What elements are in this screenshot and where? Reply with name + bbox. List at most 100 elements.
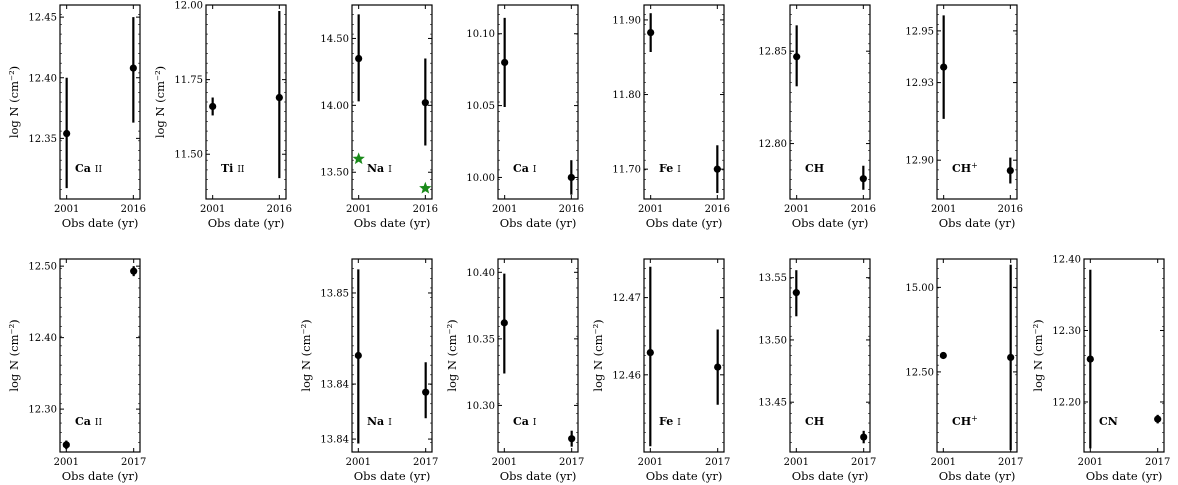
- x-axis-label: Obs date (yr): [1086, 469, 1163, 483]
- species-element: Ca: [513, 162, 529, 175]
- data-point: [130, 267, 138, 275]
- data-point: [500, 319, 508, 327]
- species-label: CH: [805, 162, 824, 175]
- y-tick-label: 11.75: [174, 75, 203, 86]
- y-tick-label: 12.80: [758, 139, 787, 150]
- species-ion: II: [95, 418, 103, 428]
- y-tick-label: 11.50: [174, 150, 203, 161]
- x-tick-label: 2001: [931, 204, 956, 215]
- y-tick-label: 11.70: [612, 165, 641, 176]
- x-tick-label: 2001: [346, 457, 371, 468]
- x-tick-label: 2001: [346, 204, 371, 215]
- y-tick-label: 13.50: [758, 335, 787, 346]
- data-point: [860, 433, 868, 441]
- data-point: [355, 54, 363, 63]
- x-tick-label: 2001: [492, 457, 517, 468]
- x-tick-label: 2017: [1145, 457, 1170, 468]
- y-tick-label: 10.40: [466, 268, 495, 279]
- data-point: [63, 129, 71, 138]
- data-point: [792, 289, 800, 297]
- x-axis-label: Obs date (yr): [208, 216, 285, 230]
- x-tick-label: 2001: [54, 457, 79, 468]
- x-axis-label: Obs date (yr): [62, 216, 139, 230]
- x-tick-label: 2016: [121, 204, 146, 215]
- axes-frame: [1083, 258, 1165, 453]
- x-axis-label: Obs date (yr): [62, 469, 139, 483]
- data-point: [62, 441, 70, 449]
- species-element: CH: [805, 162, 824, 175]
- x-tick-label: 2017: [705, 457, 730, 468]
- species-label: CH+: [952, 161, 978, 175]
- x-axis-label: Obs date (yr): [939, 216, 1016, 230]
- x-tick-label: 2016: [413, 204, 438, 215]
- axes-frame: [789, 258, 871, 453]
- data-point: [793, 53, 801, 61]
- axes-frame: [936, 258, 1018, 453]
- y-tick-label: 12.20: [1052, 397, 1081, 408]
- star-marker: [419, 181, 432, 194]
- species-element: Fe: [659, 162, 673, 175]
- y-tick-label: 13.50: [320, 168, 349, 179]
- species-label: Ca I: [513, 415, 537, 428]
- x-tick-label: 2001: [638, 457, 663, 468]
- species-ion: I: [388, 165, 392, 175]
- x-tick-label: 2001: [1078, 457, 1103, 468]
- y-tick-label: 12.40: [28, 73, 57, 84]
- species-label: Fe I: [659, 415, 681, 428]
- y-axis-label: log N (cm⁻²): [153, 66, 167, 138]
- y-tick-label: 12.90: [905, 156, 934, 167]
- axes-frame: [643, 4, 725, 200]
- x-axis-label: Obs date (yr): [354, 216, 431, 230]
- species-label: Ti II: [221, 162, 245, 175]
- data-point: [713, 165, 721, 173]
- x-axis-label: Obs date (yr): [792, 469, 869, 483]
- y-tick-label: 13.55: [758, 273, 787, 284]
- y-axis-label: log N (cm⁻²): [7, 66, 21, 138]
- star-marker: [352, 152, 365, 165]
- data-point: [647, 29, 655, 37]
- species-label: CH: [805, 415, 824, 428]
- y-tick-label: 12.95: [905, 26, 934, 37]
- species-element: CH: [952, 415, 971, 428]
- y-tick-label: 12.93: [905, 78, 934, 89]
- data-point: [129, 64, 137, 72]
- y-axis-label: log N (cm⁻²): [591, 319, 605, 391]
- y-tick-label: 10.30: [466, 401, 495, 412]
- x-tick-label: 2001: [784, 457, 809, 468]
- x-tick-label: 2017: [851, 457, 876, 468]
- x-axis-label: Obs date (yr): [500, 469, 577, 483]
- y-tick-label: 12.30: [1052, 326, 1081, 337]
- axes-frame: [643, 258, 725, 453]
- y-tick-label: 10.00: [466, 173, 495, 184]
- x-tick-label: 2016: [267, 204, 292, 215]
- species-label: Na I: [367, 415, 392, 428]
- species-element: Ca: [75, 415, 91, 428]
- x-axis-label: Obs date (yr): [646, 216, 723, 230]
- y-tick-label: 14.00: [320, 101, 349, 112]
- x-axis-label: Obs date (yr): [646, 469, 723, 483]
- data-point: [275, 93, 283, 102]
- species-element: Ti: [221, 162, 233, 175]
- x-tick-label: 2016: [998, 204, 1023, 215]
- y-tick-label: 12.40: [28, 333, 57, 344]
- data-point: [501, 58, 509, 67]
- y-tick-label: 12.46: [612, 370, 641, 381]
- data-point: [1007, 353, 1015, 362]
- species-label: CH+: [952, 414, 978, 428]
- y-tick-label: 12.47: [612, 293, 641, 304]
- x-tick-label: 2001: [784, 204, 809, 215]
- axes-frame: [351, 258, 433, 453]
- x-tick-label: 2016: [705, 204, 730, 215]
- species-element: Fe: [659, 415, 673, 428]
- x-axis-label: Obs date (yr): [354, 469, 431, 483]
